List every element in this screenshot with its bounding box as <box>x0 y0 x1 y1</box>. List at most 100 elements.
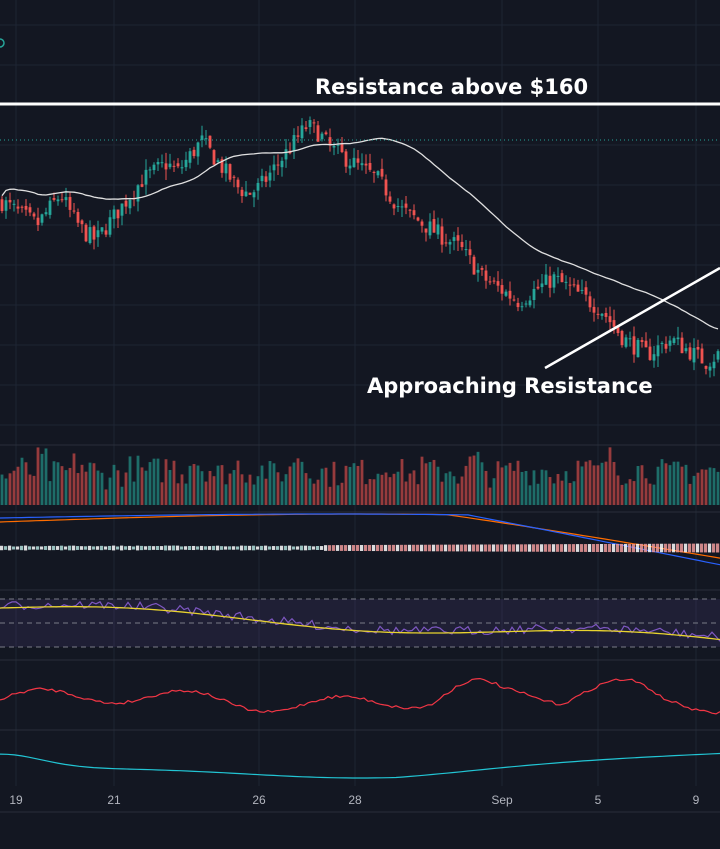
macd-histogram-bar <box>44 546 48 550</box>
macd-histogram-bar <box>24 545 28 551</box>
candle-body <box>312 122 316 124</box>
volume-bar <box>288 466 292 505</box>
candle-body <box>276 164 280 166</box>
macd-histogram-bar <box>572 544 576 552</box>
candle-body <box>536 286 540 289</box>
volume-bar <box>472 455 476 505</box>
volume-bar <box>468 456 472 505</box>
candle-body <box>56 199 60 202</box>
volume-bar <box>196 465 200 505</box>
macd-histogram-bar <box>36 546 40 550</box>
candle-body <box>588 296 592 308</box>
candle-body <box>224 163 228 174</box>
candle-body <box>356 158 360 163</box>
volume-bar <box>664 463 668 505</box>
macd-histogram-bar <box>204 546 208 550</box>
volume-bar <box>24 462 28 505</box>
macd-histogram-bar <box>552 544 556 552</box>
candle-body <box>568 284 572 286</box>
candle-body <box>700 348 704 364</box>
candle-body <box>384 179 388 196</box>
volume-bar <box>4 478 8 505</box>
candle-body <box>260 175 264 182</box>
volume-bar <box>276 472 280 505</box>
volume-bar <box>552 483 556 505</box>
volume-bar <box>280 481 284 505</box>
macd-histogram-bar <box>404 544 408 552</box>
x-tick-26: 26 <box>252 793 266 807</box>
volume-bar <box>652 484 656 505</box>
volume-bar <box>60 466 64 505</box>
volume-bar <box>76 473 80 505</box>
candle-body <box>188 151 192 163</box>
volume-bar <box>108 477 112 505</box>
macd-line <box>0 513 720 566</box>
volume-bar <box>52 461 56 505</box>
volume-bar <box>608 447 612 505</box>
x-tick-19: 19 <box>9 793 23 807</box>
macd-histogram-bar <box>292 546 296 550</box>
macd-histogram-bar <box>704 543 708 553</box>
volume-bar <box>576 460 580 505</box>
volume-bar <box>180 474 184 505</box>
volume-bar <box>392 473 396 505</box>
candle-body <box>660 342 664 344</box>
macd-histogram-bar <box>332 545 336 551</box>
volume-bar <box>36 447 40 505</box>
volume-bar <box>372 479 376 505</box>
volume-bar <box>524 470 528 505</box>
macd-histogram-bar <box>80 546 84 550</box>
volume-bar <box>216 465 220 505</box>
macd-histogram-bar <box>340 545 344 551</box>
volume-bar <box>688 483 692 505</box>
volume-bar <box>168 469 172 505</box>
candle-body <box>540 283 544 288</box>
rsi-pane <box>0 598 720 648</box>
volume-bar <box>536 483 540 505</box>
macd-histogram-bar <box>100 545 104 551</box>
volume-bar <box>516 460 520 505</box>
macd-histogram-bar <box>172 545 176 551</box>
macd-histogram-bar <box>416 544 420 552</box>
macd-histogram-bar <box>660 543 664 553</box>
macd-histogram-bar <box>208 546 212 550</box>
candle-body <box>408 209 412 211</box>
macd-histogram-bar <box>348 545 352 551</box>
candle-body <box>184 159 188 168</box>
macd-histogram-bar <box>604 543 608 553</box>
candle-body <box>4 200 8 211</box>
macd-histogram-bar <box>112 545 116 551</box>
candle-body <box>388 196 392 202</box>
volume-bar <box>696 472 700 505</box>
candle-body <box>484 270 488 281</box>
oscillator-line <box>0 677 720 715</box>
volume-bar <box>268 461 272 505</box>
macd-histogram-bar <box>500 544 504 552</box>
candle-body <box>320 133 324 140</box>
macd-histogram-bar <box>364 544 368 552</box>
candle-body <box>664 343 668 349</box>
volume-bar <box>320 468 324 505</box>
candle-body <box>140 184 144 187</box>
volume-bar <box>480 462 484 505</box>
macd-histogram-bar <box>40 546 44 550</box>
macd-histogram-bar <box>328 545 332 551</box>
candle-body <box>200 135 204 140</box>
volume-bar <box>344 465 348 505</box>
macd-histogram-bar <box>104 546 108 550</box>
candle-body <box>28 207 32 213</box>
volume-bar <box>304 473 308 505</box>
macd-histogram-bar <box>84 546 88 550</box>
macd-histogram-bar <box>232 546 236 550</box>
macd-histogram-bar <box>492 544 496 552</box>
candle-body <box>352 157 356 168</box>
macd-histogram-bar <box>288 545 292 551</box>
status-dot <box>0 38 5 48</box>
candle-body <box>392 204 396 209</box>
macd-histogram-bar <box>640 543 644 553</box>
volume-bar <box>460 476 464 505</box>
macd-histogram-bar <box>436 544 440 552</box>
macd-histogram-bar <box>4 546 8 550</box>
macd-histogram-bar <box>712 543 716 553</box>
volume-bar <box>356 465 360 505</box>
